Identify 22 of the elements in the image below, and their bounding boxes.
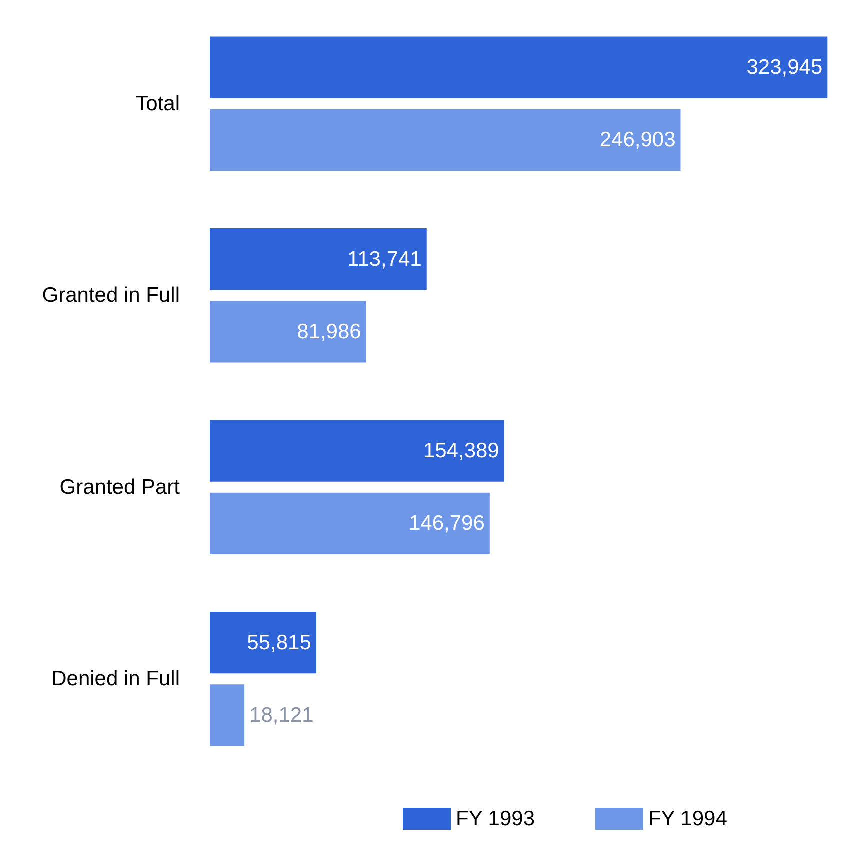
bar — [210, 684, 245, 746]
data-label: 246,903 — [600, 128, 676, 152]
bar — [210, 228, 427, 290]
y-tick-label: Denied in Full — [52, 668, 180, 691]
data-label: 146,796 — [408, 512, 485, 536]
data-label: 81,986 — [297, 320, 362, 344]
legend-label: FY 1993 — [456, 808, 536, 830]
bar — [210, 109, 681, 171]
data-label: 323,945 — [746, 56, 823, 80]
bar — [210, 492, 490, 554]
bar — [210, 36, 828, 98]
data-label: 154,389 — [423, 440, 500, 463]
data-label: 55,815 — [247, 631, 312, 654]
bar — [210, 612, 316, 674]
bar — [210, 301, 366, 363]
y-tick-label: Total — [136, 92, 180, 116]
bar — [210, 420, 504, 482]
y-tick-label: Granted Part — [60, 476, 180, 499]
data-label: 113,741 — [348, 248, 422, 271]
legend-label: FY 1994 — [648, 808, 728, 830]
data-label: 18,121 — [250, 704, 314, 727]
y-tick-label: Granted in Full — [42, 284, 180, 308]
